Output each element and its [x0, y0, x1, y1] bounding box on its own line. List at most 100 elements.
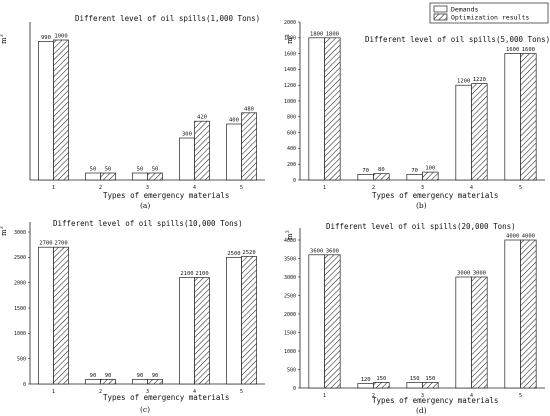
value-label-optimization: 4000	[522, 234, 535, 240]
y-tick-label: 2000	[284, 312, 296, 318]
value-label-demand: 990	[41, 35, 51, 41]
y-tick-label: 3500	[284, 256, 296, 262]
bar-demand	[132, 379, 148, 385]
panel-b: m3 Different level of oil spills(5,000 T…	[284, 20, 550, 210]
bar-demand	[38, 41, 54, 181]
value-label-demand: 1200	[457, 79, 470, 85]
y-ticks: 0 500 1000 1500 2000 2500 3000	[14, 230, 30, 388]
y-tick-label: 2000	[284, 20, 296, 26]
value-label-demand: 3000	[457, 271, 470, 277]
legend: Demands Optimization results	[429, 2, 549, 24]
value-label-demand: 2100	[180, 271, 193, 277]
category-label: 2	[372, 185, 375, 191]
bar-optimization	[194, 120, 210, 181]
bar-demand	[308, 37, 325, 181]
bar-optimization	[324, 37, 341, 181]
y-tick-label: 0	[293, 178, 296, 184]
bar-optimization	[422, 171, 439, 181]
panel-sublabel: (a)	[140, 201, 150, 210]
value-label-demand: 2700	[39, 241, 52, 247]
category-label: 1	[323, 393, 326, 399]
category-labels: 1 2 3 4 5	[323, 393, 522, 399]
value-label-demand: 90	[90, 373, 97, 379]
y-tick-label: 0	[23, 382, 26, 388]
chart-title: Different level of oil spills(20,000 Ton…	[326, 222, 516, 231]
category-label: 5	[240, 185, 243, 191]
chart-title: Different level of oil spills(5,000 Tons…	[365, 35, 550, 44]
y-tick-label: 2500	[14, 255, 26, 261]
bar-optimization	[373, 382, 390, 389]
value-label-optimization: 50	[152, 167, 159, 173]
value-labels: 990 1000 50 50 50 50 300 420 400 480	[41, 34, 254, 173]
y-ticks: 0 200 400 600 800 1000 1200 1400 1600 1800 2000	[284, 20, 300, 184]
bar-demand	[85, 379, 101, 385]
bar-optimization	[422, 382, 439, 389]
y-axis-unit: m3	[285, 34, 294, 44]
value-label-demand: 120	[361, 377, 371, 383]
category-label: 1	[52, 185, 55, 191]
category-label: 4	[193, 185, 196, 191]
value-labels: 3600 3600 120 150 150 150 3000 3000 4000 4000	[310, 234, 535, 384]
category-label: 1	[52, 389, 55, 395]
category-label: 2	[372, 393, 375, 399]
value-labels: 1800 1800 70 80 70 100 1200 1220 1600 1600	[310, 31, 535, 174]
category-label: 3	[146, 185, 149, 191]
category-label: 2	[99, 389, 102, 395]
value-label-optimization: 1600	[522, 47, 535, 53]
value-label-optimization: 100	[425, 166, 435, 172]
y-axis-unit: m3	[0, 34, 8, 44]
bar-demand	[357, 383, 374, 389]
y-tick-label: 1000	[14, 331, 26, 337]
value-label-demand: 50	[90, 167, 97, 173]
value-label-demand: 50	[137, 167, 144, 173]
category-label: 5	[519, 185, 522, 191]
bar-optimization	[53, 39, 69, 181]
bar-demand	[504, 53, 521, 181]
value-label-demand: 400	[229, 118, 239, 124]
bar-optimization	[241, 255, 257, 385]
value-label-optimization: 1800	[326, 31, 339, 37]
y-tick-label: 1200	[284, 83, 296, 89]
bar-demand	[455, 84, 472, 181]
y-tick-label: 1000	[284, 349, 296, 355]
category-labels: 1 2 3 4 5	[52, 185, 243, 191]
value-label-demand: 1600	[506, 47, 519, 53]
bar-demand	[226, 123, 242, 181]
bar-optimization	[471, 276, 488, 389]
bar-demand	[357, 174, 374, 181]
bar-demand	[406, 174, 423, 181]
value-label-optimization: 2700	[54, 241, 67, 247]
legend-swatch-optimization	[433, 13, 448, 21]
y-tick-label: 2500	[284, 293, 296, 299]
value-label-demand: 70	[411, 168, 418, 174]
y-tick-label: 1600	[284, 51, 296, 57]
category-labels: 1 2 3 4 5	[323, 185, 522, 191]
y-axis-unit: m3	[285, 230, 294, 240]
bar-demand	[38, 246, 54, 385]
bar-optimization	[147, 172, 163, 181]
y-tick-label: 1500	[14, 306, 26, 312]
category-label: 4	[470, 393, 473, 399]
bar-demand	[132, 172, 148, 181]
value-label-demand: 90	[137, 373, 144, 379]
y-tick-label: 4000	[284, 238, 296, 244]
category-label: 3	[421, 185, 424, 191]
y-tick-label: 800	[287, 115, 296, 121]
y-tick-label: 1400	[284, 67, 296, 73]
value-label-optimization: 2100	[195, 271, 208, 277]
value-label-optimization: 420	[197, 115, 207, 121]
category-label: 3	[146, 389, 149, 395]
bar-optimization	[471, 83, 488, 181]
category-label: 1	[323, 185, 326, 191]
value-label-optimization: 150	[425, 376, 435, 382]
value-label-optimization: 2520	[242, 250, 255, 256]
y-tick-label: 600	[287, 130, 296, 136]
bar-demand	[504, 239, 521, 389]
category-label: 4	[470, 185, 473, 191]
value-label-optimization: 3600	[326, 248, 339, 254]
bar-demand	[406, 382, 423, 389]
value-label-optimization: 90	[105, 373, 112, 379]
y-axis-unit: m3	[0, 226, 8, 236]
bar-optimization	[53, 246, 69, 385]
y-tick-label: 400	[287, 146, 296, 152]
